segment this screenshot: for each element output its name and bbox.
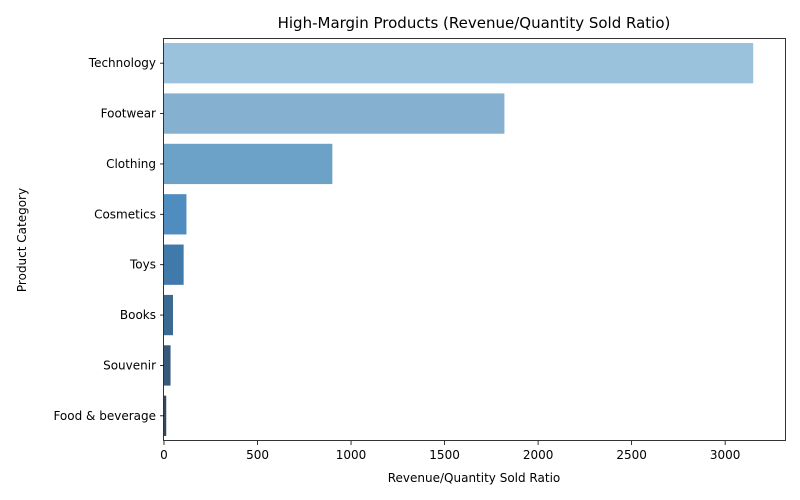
y-tick-label: Books — [120, 308, 156, 322]
x-tick-label: 2500 — [616, 448, 647, 462]
bar-technology — [164, 43, 754, 84]
x-tick-label: 3000 — [710, 448, 741, 462]
y-tick-label: Clothing — [106, 157, 156, 171]
bar-cosmetics — [164, 194, 187, 235]
y-tick-label: Toys — [129, 258, 156, 272]
bar-books — [164, 294, 173, 336]
bar-toys — [164, 244, 184, 285]
x-tick-label: 500 — [246, 448, 269, 462]
plot-frame — [163, 38, 786, 441]
bar-footwear — [164, 93, 505, 134]
y-tick-label: Footwear — [101, 107, 156, 121]
bar-clothing — [164, 143, 333, 185]
x-tick-label: 1000 — [336, 448, 367, 462]
y-tick-label: Food & beverage — [53, 409, 156, 423]
bar-food-beverage — [164, 395, 167, 436]
y-tick-label: Cosmetics — [94, 207, 156, 221]
x-tick-label: 0 — [160, 448, 168, 462]
bars-group — [164, 43, 754, 436]
x-tick-label: 2000 — [523, 448, 554, 462]
x-ticks-group: 0 500 1000 1500 2000 2500 3000 — [160, 441, 740, 462]
bar-souvenir — [164, 345, 171, 386]
y-ticks-group: Technology Footwear Clothing Cosmetics Toys B… — [53, 56, 164, 423]
x-axis-label: Revenue/Quantity Sold Ratio — [388, 471, 561, 485]
chart-title: High-Margin Products (Revenue/Quantity S… — [278, 14, 671, 32]
x-tick-label: 1500 — [429, 448, 460, 462]
y-tick-label: Technology — [88, 56, 156, 70]
y-axis-label: Product Category — [15, 188, 29, 292]
y-tick-label: Souvenir — [103, 358, 156, 372]
